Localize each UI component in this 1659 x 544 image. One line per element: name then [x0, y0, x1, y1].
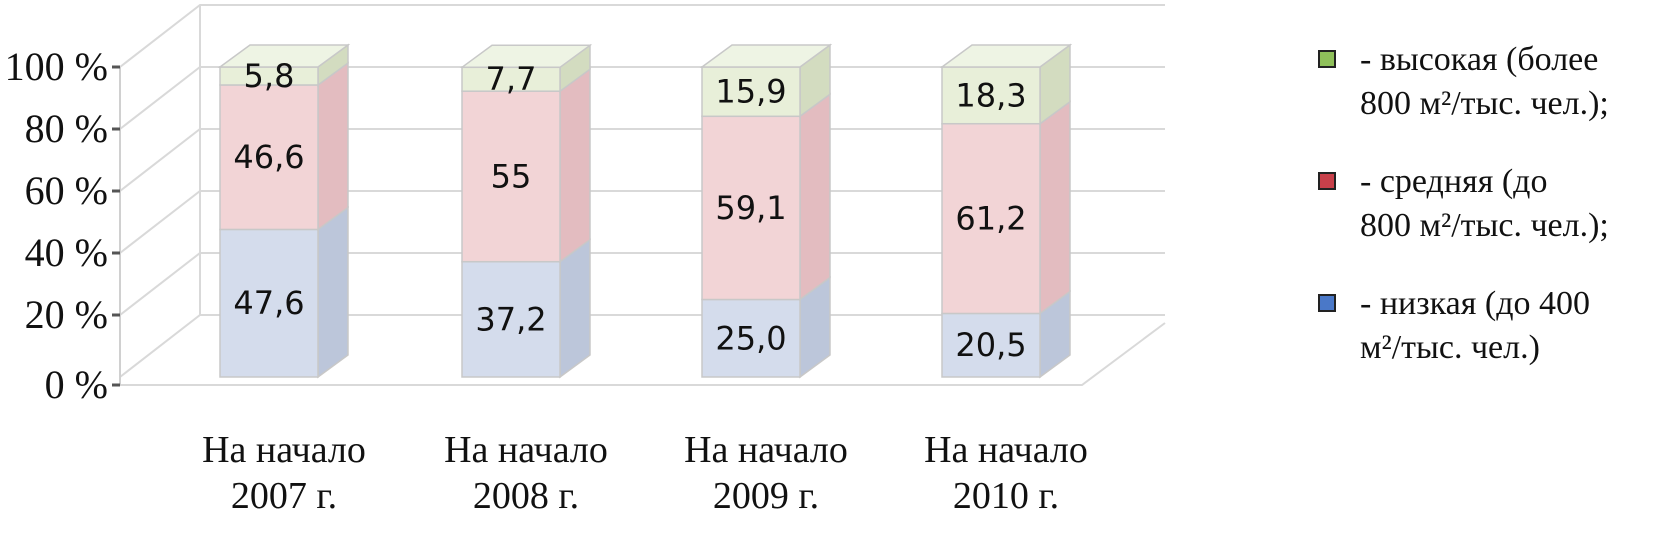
bar-top	[939, 44, 1073, 68]
x-tick-label: 2010 г.	[953, 475, 1059, 517]
x-tick-label: 2008 г.	[473, 475, 579, 517]
bar-segment-side	[799, 92, 831, 301]
data-label: 46,6	[233, 138, 304, 176]
bar-segment-side	[559, 238, 591, 379]
data-label: 61,2	[955, 200, 1026, 238]
bar-segment-side	[1039, 100, 1071, 315]
bar-top	[699, 44, 833, 68]
bar-top	[217, 44, 351, 68]
gridlines	[119, 4, 1166, 386]
x-tick-label: На начало	[924, 429, 1088, 471]
legend-item-high: - высокая (более 800 м²/тыс. чел.);	[1318, 38, 1658, 126]
bar-segment-side	[317, 61, 349, 231]
y-tick-label: 20 %	[25, 292, 108, 337]
bar-segment	[701, 298, 801, 378]
legend-item-low: - низкая (до 400 м²/тыс. чел.)	[1318, 282, 1658, 370]
y-tick-label: 80 %	[25, 106, 108, 151]
bar-segment	[941, 66, 1041, 125]
bar-segment	[219, 84, 319, 231]
bar-segment	[701, 115, 801, 301]
data-label: 47,6	[233, 284, 304, 322]
legend: - высокая (более 800 м²/тыс. чел.); - ср…	[1318, 38, 1658, 404]
x-tick-label: 2007 г.	[231, 475, 337, 517]
data-label: 7,7	[486, 60, 537, 98]
x-tick-label: На начало	[444, 429, 608, 471]
legend-label-low-line1: - низкая (до 400	[1360, 285, 1590, 322]
bar-segment-side	[559, 67, 591, 264]
y-tick-label: 40 %	[25, 230, 108, 275]
bar-top	[459, 44, 593, 69]
legend-label-medium-line1: - средняя (до	[1360, 163, 1548, 200]
data-label: 5,8	[244, 57, 295, 95]
data-label: 59,1	[715, 189, 786, 227]
legend-label-high-line1: - высокая (более	[1360, 41, 1599, 78]
data-label: 25,0	[715, 319, 786, 357]
x-tick-label: На начало	[684, 429, 848, 471]
data-label: 55	[491, 157, 532, 195]
legend-swatch-high	[1318, 50, 1336, 68]
legend-label-low-line2: м²/тыс. чел.)	[1360, 329, 1540, 366]
x-tick-label: На начало	[202, 429, 366, 471]
y-tick-label: 0 %	[45, 362, 108, 407]
legend-item-medium: - средняя (до 800 м²/тыс. чел.);	[1318, 160, 1658, 248]
data-label: 20,5	[955, 326, 1026, 364]
y-tick-label: 60 %	[25, 168, 108, 213]
legend-swatch-medium	[1318, 172, 1336, 190]
y-tick-label: 100 %	[5, 44, 108, 89]
legend-label-medium-line2: 800 м²/тыс. чел.);	[1360, 207, 1609, 244]
bar-segment	[701, 66, 801, 118]
bar-segment	[941, 312, 1041, 378]
bar-segment	[461, 90, 561, 263]
legend-label-high-line2: 800 м²/тыс. чел.);	[1360, 85, 1609, 122]
legend-swatch-low	[1318, 294, 1336, 312]
floor-edge	[120, 322, 1166, 386]
data-label: 37,2	[475, 300, 546, 338]
x-tick-label: 2009 г.	[713, 475, 819, 517]
y-axis: 0 % 20 % 40 % 60 % 80 % 100 %	[5, 44, 121, 407]
bar-segment-side	[317, 205, 349, 379]
data-label: 15,9	[715, 73, 786, 111]
bar-segment	[219, 228, 319, 378]
data-label: 18,3	[955, 76, 1026, 114]
bars: 47,6 46,6 5,8 37,2 55 7,7 25,0 59,1 15,9 20,5 61,2…	[217, 43, 1073, 379]
